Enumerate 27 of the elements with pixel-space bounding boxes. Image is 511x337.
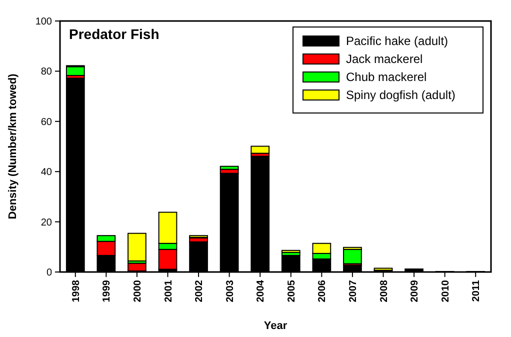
- x-tick-label: 2002: [194, 280, 206, 302]
- x-tick-label: 2000: [132, 280, 144, 302]
- x-tick-label: 2001: [163, 280, 174, 302]
- x-tick-label: 2009: [410, 280, 421, 302]
- y-tick-label: 0: [46, 268, 52, 278]
- x-tick-label: 2005: [286, 280, 298, 302]
- y-axis-title: Density (Number/km towed): [7, 73, 19, 220]
- legend-label: Spiny dogfish (adult): [346, 88, 456, 102]
- x-tick-label: 1998: [70, 280, 82, 302]
- x-tick-label: 1999: [102, 280, 113, 302]
- y-tick-label: 20: [40, 217, 52, 228]
- chart-title: Predator Fish: [69, 26, 160, 42]
- x-tick-label: 2011: [471, 280, 482, 302]
- x-tick-label: 2008: [378, 280, 390, 302]
- x-tick-label: 2003: [224, 280, 236, 302]
- y-tick-label: 40: [40, 167, 52, 178]
- y-tick-label: 100: [35, 16, 52, 28]
- legend-label: Jack mackerel: [346, 52, 423, 66]
- x-tick-label: 2004: [256, 280, 267, 302]
- x-tick-label: 2010: [440, 280, 452, 302]
- y-tick-label: 60: [40, 116, 52, 128]
- x-tick-label: 2007: [348, 280, 359, 302]
- legend-label: Chub mackerel: [346, 70, 427, 84]
- x-axis-title: Year: [264, 320, 288, 332]
- y-tick-label: 80: [40, 66, 52, 78]
- x-tick-label: 2006: [317, 280, 328, 302]
- legend-label: Pacific hake (adult): [346, 34, 448, 48]
